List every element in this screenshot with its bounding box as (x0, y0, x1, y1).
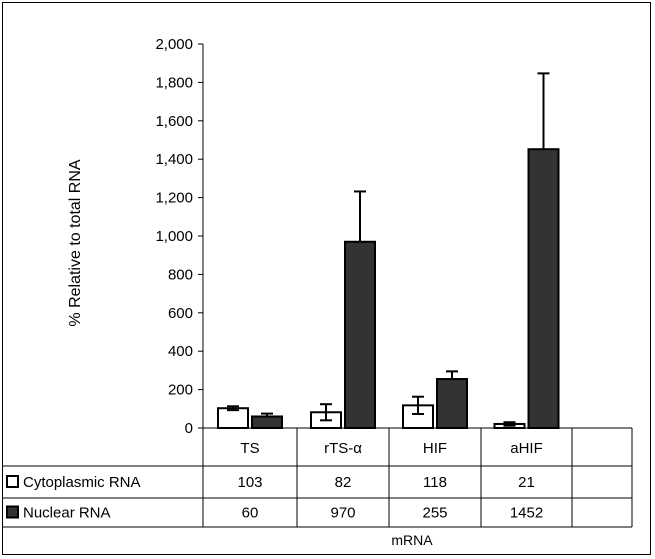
y-tick-label: 1,600 (155, 113, 193, 130)
x-axis-label: mRNA (391, 532, 433, 548)
y-axis-label: % Relative to total RNA (67, 159, 84, 327)
data-label: 1452 (510, 505, 543, 522)
bar-nuclear (251, 415, 283, 430)
legend-swatch-nuclear (6, 505, 19, 519)
x-tick-label: aHIF (510, 440, 543, 457)
y-tick-label: 600 (168, 305, 193, 322)
data-label: 255 (422, 505, 447, 522)
data-label: 21 (518, 474, 535, 491)
y-tick-label: 0 (185, 420, 193, 437)
data-label: 118 (423, 474, 447, 491)
y-tick-label: 400 (168, 343, 193, 360)
bar-nuclear (344, 240, 376, 429)
bar-nuclear (436, 378, 468, 430)
x-tick-label: rTS-α (324, 440, 362, 457)
x-tick-label: HIF (423, 440, 447, 457)
data-label: 82 (335, 474, 352, 491)
data-label: 60 (242, 505, 259, 522)
y-tick-label: 1,800 (155, 74, 193, 91)
y-tick-label: 2,000 (155, 36, 193, 53)
y-tick-label: 1,400 (155, 151, 193, 168)
y-tick-label: 1,000 (155, 228, 193, 245)
data-label: 103 (237, 474, 262, 491)
y-tick-label: 800 (168, 266, 193, 283)
y-tick-label: 200 (168, 382, 193, 399)
y-tick-label: 1,200 (155, 190, 193, 207)
x-tick-label: TS (240, 440, 259, 457)
bar-cytoplasmic (217, 407, 249, 429)
legend-swatch-cytoplasmic (6, 475, 19, 488)
legend-label: Nuclear RNA (23, 505, 111, 522)
legend-label: Cytoplasmic RNA (23, 474, 141, 491)
bar-nuclear (527, 148, 560, 429)
data-label: 970 (330, 505, 355, 522)
